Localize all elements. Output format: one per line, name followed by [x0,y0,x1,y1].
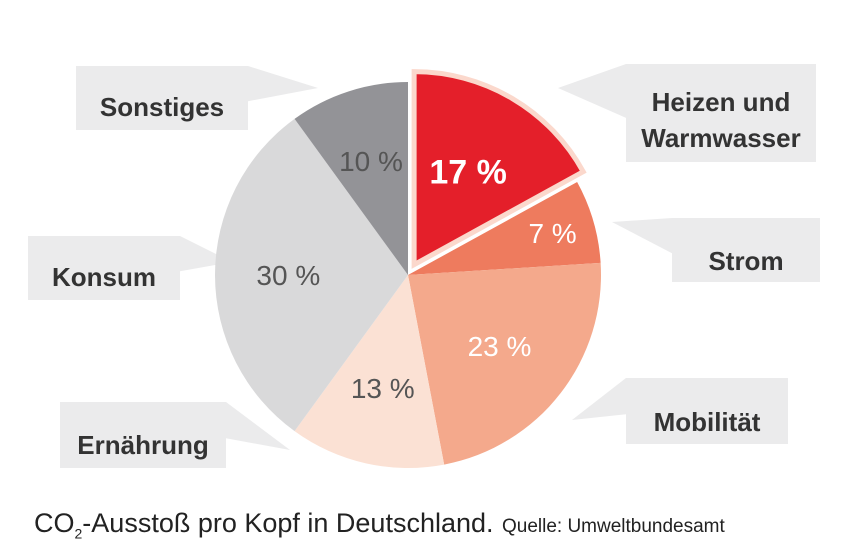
data-label-heizen-und-warmwasser: 17 % [429,153,507,191]
data-label-konsum: 30 % [256,260,320,291]
pie-slice-strom [408,182,601,275]
pie-slice-heizen-und-warmwasser [411,69,587,269]
legend-label-heizen-und-warmwasser: Heizen und [652,87,791,117]
callout-box [28,236,180,300]
callout-konsum: Konsum [28,236,232,300]
data-label-sonstiges: 10 % [339,146,403,177]
callout-mobilitaet: Mobilität [572,378,788,444]
callout-pointer [572,378,626,420]
callout-strom: Strom [612,218,820,282]
callout-box [76,66,248,130]
legend-label-ernaehrung: Ernährung [77,430,208,460]
callout-box [626,64,816,162]
pie-slice-mobilitaet [408,262,601,465]
callout-pointer [226,402,290,450]
callout-pointer [558,64,626,118]
data-label-ernaehrung: 13 % [351,373,415,404]
callout-box [626,378,788,444]
legend-label-strom: Strom [708,246,783,276]
legend-label-sonstiges: Sonstiges [100,92,224,122]
legend-label-mobilitaet: Mobilität [654,407,761,437]
callout-sonstiges: Sonstiges [76,66,318,130]
callout-ernaehrung: Ernährung [60,402,290,468]
callout-box [672,218,820,282]
legend-label-heizen-und-warmwasser: Warmwasser [641,123,800,153]
caption-source: Quelle: Umweltbundesamt [501,516,725,537]
pie-slice-konsum [214,118,408,432]
pie-slice-sonstiges [294,82,408,275]
caption-title: CO2-Ausstoß pro Kopf in Deutschland. [34,508,494,542]
chart-caption: CO2-Ausstoß pro Kopf in Deutschland. Que… [34,508,725,541]
callout-pointer [248,66,318,102]
callout-pointer [612,218,672,254]
legend-label-konsum: Konsum [52,262,156,292]
callout-heizen-und-warmwasser: Heizen und Warmwasser [558,64,816,162]
callout-box [60,402,226,468]
pie-slice-ernaehrung [294,275,445,469]
data-label-mobilitaet: 23 % [468,331,532,362]
data-label-strom: 7 % [528,218,576,249]
